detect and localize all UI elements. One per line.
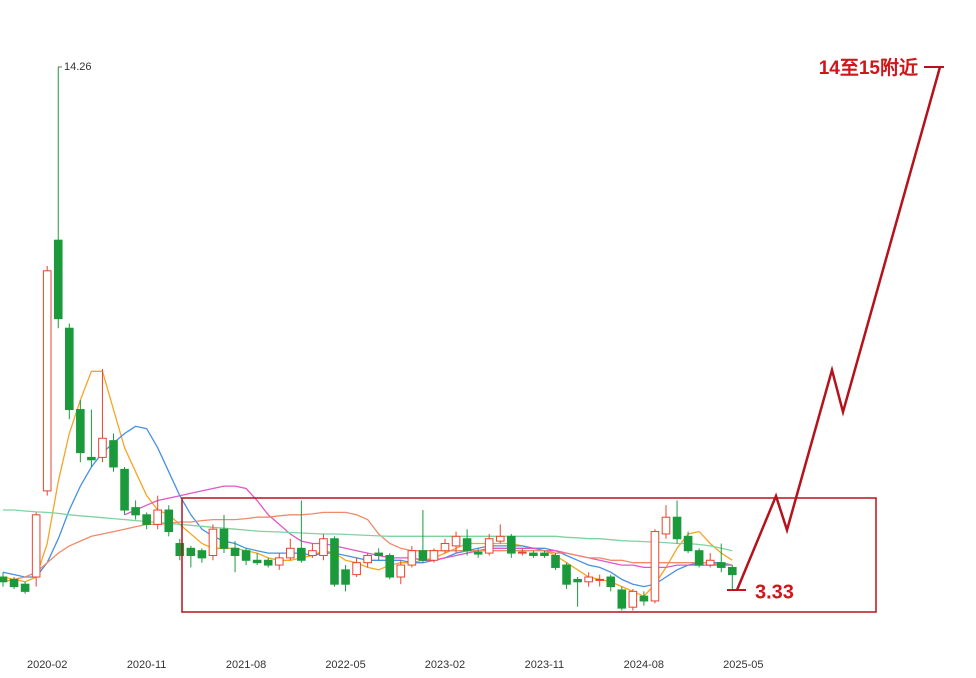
candle-body <box>109 440 118 468</box>
candle-body <box>98 437 107 458</box>
candle-body <box>507 535 516 554</box>
range-box <box>181 497 877 613</box>
candle-body <box>208 528 218 556</box>
candle-body <box>319 538 328 556</box>
candle-body <box>53 239 63 320</box>
candle-body <box>573 578 582 583</box>
candle-body <box>606 576 616 588</box>
candle-body <box>462 538 472 552</box>
candle-body <box>9 578 19 588</box>
x-tick-label: 2023-02 <box>425 659 465 671</box>
candle-body <box>429 550 439 561</box>
candle-body <box>131 507 140 516</box>
candle-body <box>683 535 693 552</box>
candle-body <box>716 562 726 568</box>
candle-body <box>297 547 306 561</box>
candle-body <box>518 551 527 554</box>
candle-body <box>363 554 372 564</box>
candle-body <box>76 409 85 454</box>
candle-body <box>65 327 74 411</box>
candle-body <box>418 550 428 561</box>
candle-body <box>175 543 185 556</box>
candle-body <box>374 552 383 556</box>
candle-body <box>639 595 649 602</box>
candle-body <box>728 566 737 576</box>
candle-body <box>164 509 174 533</box>
candle-body <box>241 550 251 561</box>
candle-body <box>540 552 549 556</box>
candle-body <box>451 535 461 547</box>
candle-body <box>551 554 560 568</box>
candle-body <box>385 554 395 578</box>
candle-body <box>219 528 229 549</box>
candle-body <box>672 516 682 540</box>
candle-body <box>186 547 196 556</box>
high-label: 14.26 <box>64 61 92 73</box>
ma-line <box>2 511 733 583</box>
candle-body <box>495 535 505 542</box>
candle-body <box>330 538 339 585</box>
low-label: 3.33 <box>755 581 794 603</box>
x-tick-label: 2022-05 <box>325 659 365 671</box>
x-tick-label: 2023-11 <box>525 659 565 671</box>
candle-body <box>484 538 494 554</box>
candle-body <box>20 583 30 592</box>
candle-body <box>274 557 284 566</box>
candle-body <box>0 576 8 583</box>
candle-body <box>473 551 483 555</box>
candle-body <box>230 547 240 556</box>
candle-body <box>595 578 605 581</box>
candle-body <box>197 550 207 559</box>
candle-body <box>153 509 162 525</box>
candle-body <box>341 569 350 585</box>
candle-body <box>308 550 317 556</box>
x-tick-label: 2025-05 <box>723 659 763 671</box>
candle-body <box>87 456 96 461</box>
candle-body <box>562 564 571 585</box>
candle-body <box>142 514 151 525</box>
ma-line <box>124 485 733 569</box>
candle-body <box>705 559 715 566</box>
candle-body <box>31 514 41 578</box>
projection-line <box>735 66 942 591</box>
x-tick-label: 2020-11 <box>127 659 167 671</box>
candle-body <box>440 543 450 552</box>
candle-body <box>628 590 638 608</box>
candle-body <box>286 547 295 559</box>
candle-body <box>694 550 704 566</box>
ma-line <box>3 509 733 552</box>
candle-body <box>263 559 273 566</box>
candle-body <box>650 531 660 602</box>
candle-body <box>42 270 52 492</box>
candle-body <box>529 552 538 556</box>
candle-body <box>584 576 593 583</box>
target-label: 14至15附近 <box>819 56 918 79</box>
candle-body <box>120 468 129 511</box>
x-tick-label: 2021-08 <box>226 659 266 671</box>
candle-body <box>617 589 627 609</box>
candle-body <box>252 559 262 564</box>
plot <box>0 66 737 611</box>
candle-body <box>407 550 417 566</box>
candle-body <box>661 516 671 535</box>
candle-body <box>396 564 406 578</box>
x-tick-label: 2024-08 <box>624 659 664 671</box>
x-tick-label: 2020-02 <box>27 659 67 671</box>
candle-body <box>352 562 361 576</box>
